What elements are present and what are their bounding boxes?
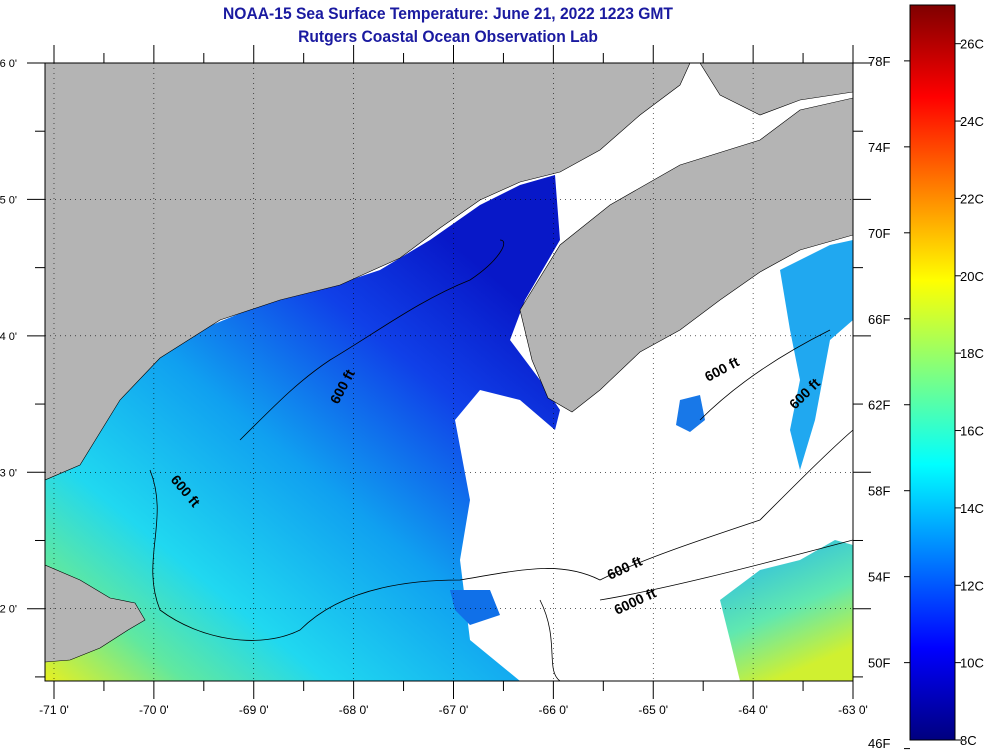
depth-contours	[149, 239, 853, 681]
lon-tick-label: -70 0'	[139, 703, 169, 717]
colorbar-c-label: 16C	[960, 424, 984, 439]
colorbar-f-label: 70F	[868, 226, 890, 241]
lon-tick-label: -69 0'	[239, 703, 269, 717]
sst-patch-south	[450, 590, 500, 625]
map-title: NOAA-15 Sea Surface Temperature: June 21…	[223, 4, 673, 23]
graticule	[45, 63, 853, 681]
map-subtitle: Rutgers Coastal Ocean Observation Lab	[298, 27, 598, 46]
lon-tick-label: -66 0'	[539, 703, 569, 717]
lon-tick-label: -68 0'	[339, 703, 369, 717]
land-nova-scotia	[519, 97, 853, 413]
colorbar-c-label: 10C	[960, 656, 984, 671]
colorbar-c-label: 20C	[960, 269, 984, 284]
lon-tick-label: -71 0'	[39, 703, 69, 717]
map-axes: -71 0' -70 0' -69 0' -68 0' -67 0' -66 0' -65 …	[0, 45, 871, 717]
colorbar-f-label: 46F	[868, 736, 890, 751]
lon-tick-label: -65 0'	[638, 703, 668, 717]
colorbar-c-label: 24C	[960, 114, 984, 129]
colorbar-c-label: 26C	[960, 37, 984, 52]
colorbar-f-label: 74F	[868, 140, 890, 155]
colorbar-c-label: 12C	[960, 578, 984, 593]
sst-patch-shelf	[676, 395, 705, 432]
sst-patch-east	[780, 240, 853, 470]
lat-tick-label: 44 0'	[0, 331, 17, 343]
colorbar-c-label: 18C	[960, 346, 984, 361]
land-cape-cod	[45, 564, 146, 663]
colorbar	[909, 4, 956, 741]
lat-tick-label: 42 0'	[0, 604, 17, 616]
gulf-of-maine-sst	[45, 175, 560, 681]
colorbar-f-label: 54F	[868, 570, 890, 585]
colorbar-axis: 78F 74F 70F 66F 62F 58F 54F 50F 46F 26C 24C 22C 20C 1…	[868, 37, 984, 751]
lat-tick-label: 46 0'	[0, 58, 17, 70]
sst-patch-southeast	[720, 540, 853, 681]
lat-tick-label: 43 0'	[0, 467, 17, 479]
land-north-shore	[699, 63, 853, 116]
lat-tick-label: 45 0'	[0, 194, 17, 206]
colorbar-f-label: 50F	[868, 656, 890, 671]
lon-tick-label: -63 0'	[838, 703, 868, 717]
colorbar-c-label: 14C	[960, 501, 984, 516]
colorbar-f-label: 66F	[868, 312, 890, 327]
colorbar-c-label: 22C	[960, 191, 984, 206]
colorbar-f-label: 62F	[868, 398, 890, 413]
lon-tick-label: -64 0'	[738, 703, 768, 717]
colorbar-f-label: 78F	[868, 54, 890, 69]
lon-tick-label: -67 0'	[439, 703, 469, 717]
colorbar-f-label: 58F	[868, 484, 890, 499]
colorbar-c-label: 8C	[960, 733, 977, 748]
land-maine-new-brunswick	[45, 63, 691, 481]
map-frame	[44, 62, 854, 682]
